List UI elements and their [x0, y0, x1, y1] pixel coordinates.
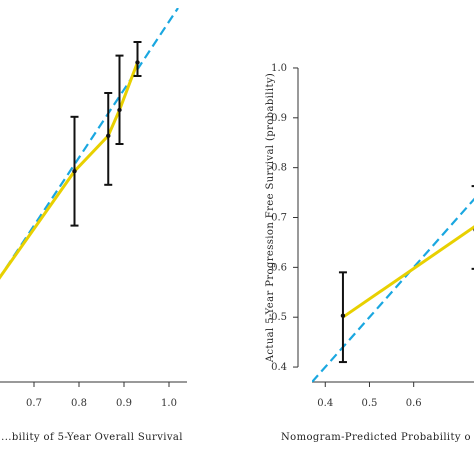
x-tick-label: 0.4 [317, 398, 333, 409]
x-tick-label: 0.5 [362, 398, 378, 409]
y-tick-label: 0.4 [271, 362, 287, 373]
y-tick-label: 0.6 [271, 262, 287, 273]
plot-area [0, 8, 179, 280]
x-axis-title: Nomogram-Predicted Probability o [281, 432, 471, 443]
x-tick-label: 0.6 [406, 398, 422, 409]
y-axis-title: Actual 5-Year Progression Free Survival … [265, 73, 276, 363]
y-tick-label: 0.8 [271, 163, 287, 174]
y-tick-label: 0.7 [271, 213, 287, 224]
y-tick-label: 1.0 [271, 63, 287, 74]
data-point [72, 169, 77, 174]
calibration-curve [342, 225, 474, 319]
x-tick-label: 0.7 [26, 398, 42, 409]
x-tick-label: 0.8 [71, 398, 87, 409]
data-point [340, 313, 346, 318]
right-calibration-plot: 0.4 0.5 0.6 0.4 0.5 0.6 0.7 0.8 0.9 1.0 Nomogram-P… [265, 63, 474, 443]
reference-line [0, 8, 179, 279]
x-tick-label: 1.0 [161, 398, 177, 409]
data-point [106, 133, 111, 139]
y-tick-label: 0.9 [271, 113, 287, 124]
plot-area [312, 185, 474, 382]
left-calibration-plot: 0.7 0.8 0.9 1.0 ...bility of 5-Year Overall … [0, 8, 187, 443]
y-tick-label: 0.5 [271, 312, 287, 323]
data-point [135, 60, 140, 65]
x-axis-title: ...bility of 5-Year Overall Survival [1, 432, 183, 443]
data-point [117, 107, 122, 113]
x-tick-label: 0.9 [116, 398, 132, 409]
reference-line [312, 197, 474, 382]
